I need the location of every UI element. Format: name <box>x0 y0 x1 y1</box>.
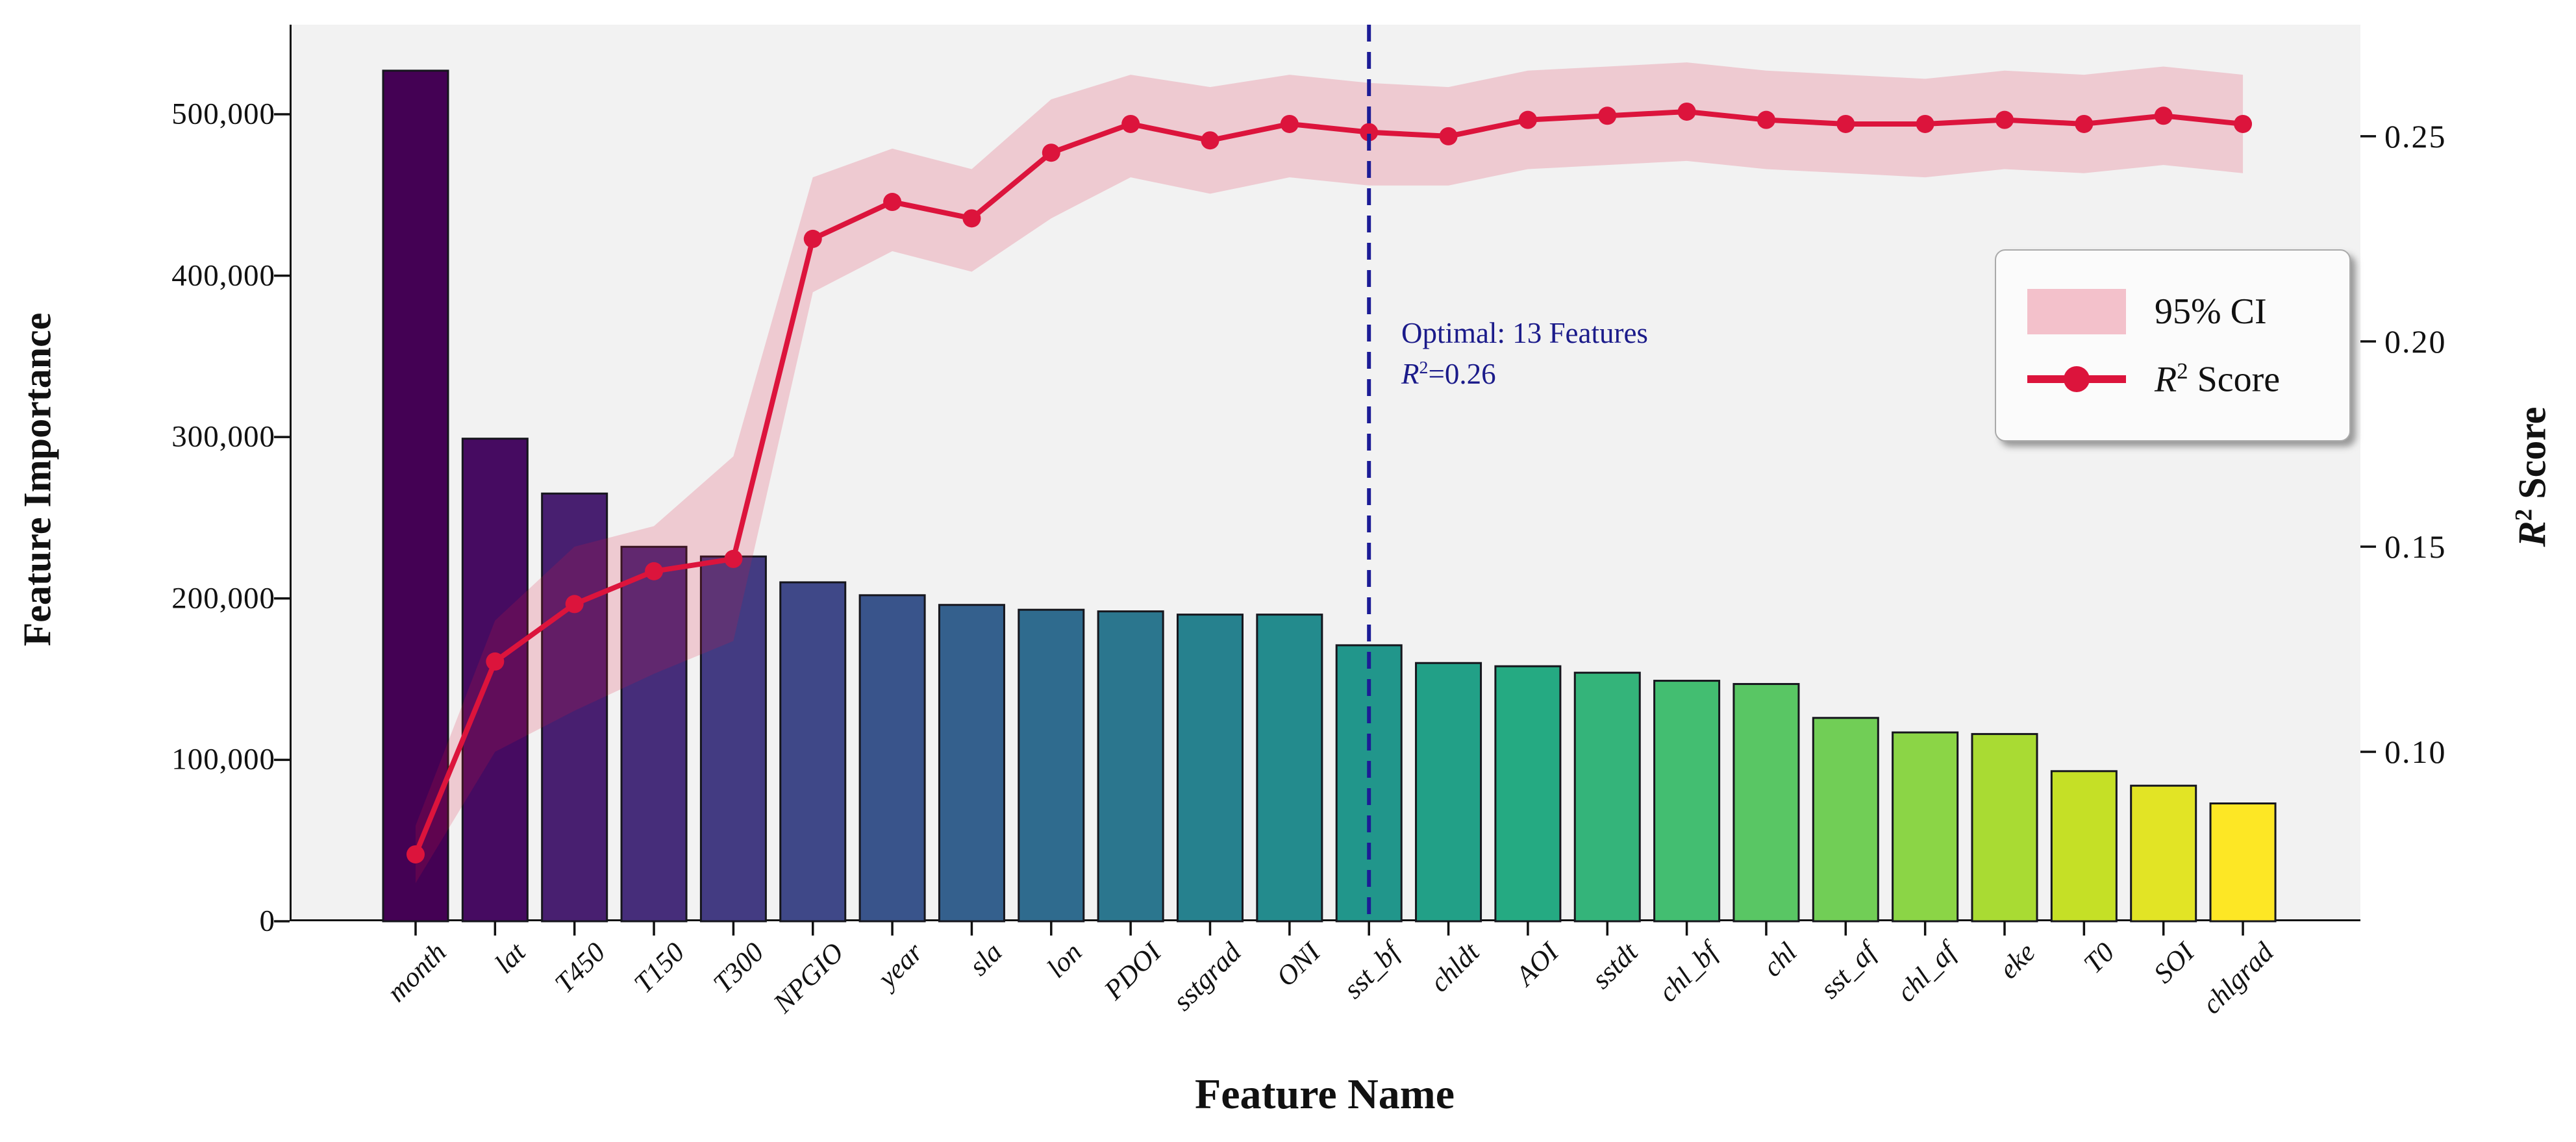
r-symbol: R <box>2155 359 2177 400</box>
bar-chl_bf <box>1653 680 1721 923</box>
ytick-label-0.10: 0.10 <box>2384 733 2447 770</box>
bar-sla <box>938 604 1005 923</box>
r2-point-year <box>883 193 902 212</box>
r2-point-chl_af <box>1916 114 1934 133</box>
r2-point-month <box>406 845 425 863</box>
ytick-label-100,000: 100,000 <box>171 742 275 776</box>
bar-T0 <box>2050 770 2118 923</box>
optimal-annotation: Optimal: 13 Features R2=0.26 <box>1401 316 1648 391</box>
r2-point-T300 <box>724 549 743 568</box>
r2-point-sla <box>962 209 981 228</box>
legend-label-r2-text: Score <box>2188 359 2281 400</box>
bar-sstgrad <box>1177 614 1244 923</box>
r2-point-chl_bf <box>1677 102 1696 121</box>
ytick-label-0: 0 <box>259 904 275 938</box>
r2-point-ONI <box>1280 114 1299 133</box>
optimal-r2-value: =0.26 <box>1428 358 1496 390</box>
r-exponent: 2 <box>1419 358 1429 378</box>
bar-AOI <box>1494 665 1562 923</box>
bar-lon <box>1018 608 1085 923</box>
r2-point-sstgrad <box>1201 131 1219 150</box>
ytick-label-0.15: 0.15 <box>2384 528 2447 565</box>
legend: 95% CI R2 Score <box>1995 249 2351 441</box>
r2-marker-sample <box>2064 366 2090 392</box>
bar-chldt <box>1415 662 1482 923</box>
r2-point-sst_bf <box>1360 123 1379 142</box>
ytick-label-0.25: 0.25 <box>2384 118 2447 155</box>
ytick-label-400,000: 400,000 <box>171 258 275 293</box>
r2-line-swatch-icon <box>2027 356 2126 402</box>
bar-year <box>858 594 926 923</box>
bar-eke <box>1971 733 2038 923</box>
ytick-label-500,000: 500,000 <box>171 97 275 131</box>
bar-T150 <box>620 545 688 923</box>
ci-band <box>416 62 2244 884</box>
legend-label-r2: R2 Score <box>2155 358 2280 401</box>
bar-chlgrad <box>2209 802 2277 923</box>
bar-NPGIO <box>779 581 847 923</box>
ytick-label-0.20: 0.20 <box>2384 323 2447 360</box>
ytick-label-300,000: 300,000 <box>171 419 275 454</box>
bar-ONI <box>1256 614 1323 923</box>
bar-SOI <box>2130 784 2197 923</box>
r2-point-chl <box>1757 110 1775 129</box>
r-exponent: 2 <box>2510 508 2538 521</box>
r-exponent: 2 <box>2177 358 2188 384</box>
r2-point-T0 <box>2075 114 2094 133</box>
r2-line <box>413 108 2244 856</box>
r2-point-chlgrad <box>2234 114 2253 133</box>
r2-point-lon <box>1042 143 1060 162</box>
legend-label-ci: 95% CI <box>2155 292 2267 332</box>
r2-point-eke <box>1995 110 2014 129</box>
optimal-annotation-line2: R2=0.26 <box>1401 351 1648 391</box>
r2-point-sst_af <box>1836 114 1855 133</box>
r2-point-T150 <box>645 562 664 580</box>
optimal-annotation-line1: Optimal: 13 Features <box>1401 317 1648 349</box>
legend-item-ci: 95% CI <box>2027 289 2349 334</box>
bar-T300 <box>699 555 767 923</box>
r2-point-sstdt <box>1598 106 1617 125</box>
r2-point-SOI <box>2154 106 2173 125</box>
r-symbol: R <box>1401 358 1419 390</box>
ci-band-swatch-icon <box>2027 289 2126 334</box>
r2-point-chldt <box>1439 127 1458 145</box>
legend-item-r2: R2 Score <box>2027 356 2349 402</box>
r2-point-AOI <box>1518 110 1537 129</box>
bar-sstdt <box>1573 671 1641 923</box>
r2-point-lat <box>486 652 505 671</box>
bar-chl <box>1732 683 1800 923</box>
bar-PDOI <box>1097 610 1164 923</box>
r2-point-PDOI <box>1121 114 1140 133</box>
r2-point-T450 <box>565 595 584 614</box>
y-axis-title-right-text: Score <box>2510 406 2554 509</box>
bar-sst_af <box>1812 717 1879 923</box>
ytick-label-200,000: 200,000 <box>171 581 275 615</box>
r-symbol: R <box>2510 521 2554 547</box>
x-axis-title: Feature Name <box>1194 1071 1455 1118</box>
r2-point-NPGIO <box>803 229 822 248</box>
y-axis-title-right: R2 Score <box>2510 276 2555 678</box>
bar-chl_af <box>1892 731 1959 923</box>
y-axis-title-left: Feature Importance <box>16 312 59 647</box>
bar-month <box>382 69 449 923</box>
bar-lat <box>461 438 529 923</box>
